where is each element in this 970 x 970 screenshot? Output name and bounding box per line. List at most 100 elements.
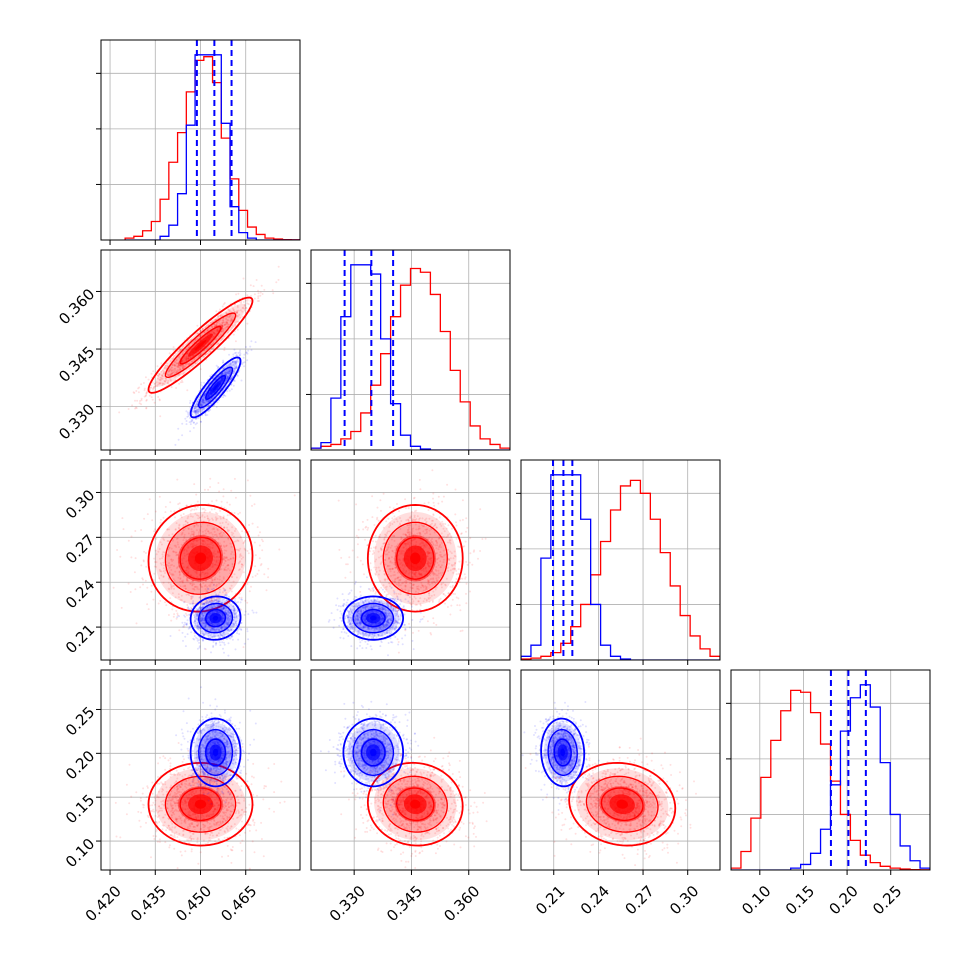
sample-point — [162, 382, 165, 385]
sample-point — [210, 402, 213, 405]
sample-point — [204, 610, 207, 613]
sample-point — [214, 599, 217, 602]
sample-point — [221, 379, 224, 382]
sample-point — [211, 579, 214, 582]
sample-point — [247, 303, 250, 306]
sample-point — [191, 544, 194, 547]
sample-point — [205, 628, 208, 631]
sample-point — [237, 320, 240, 323]
sample-point — [408, 531, 411, 534]
panel-2-0: 0.210.240.270.30 — [62, 459, 301, 665]
sample-point — [184, 645, 187, 648]
sample-point — [203, 511, 206, 514]
sample-point — [223, 327, 226, 330]
sample-point — [162, 372, 165, 375]
sample-point — [226, 326, 229, 329]
sample-point — [182, 585, 185, 588]
sample-point — [187, 570, 190, 573]
sample-point — [196, 613, 199, 616]
sample-point — [182, 639, 184, 642]
sample-point — [220, 544, 222, 547]
sample-point — [178, 366, 181, 369]
sample-point — [191, 583, 194, 586]
sample-point — [256, 526, 259, 529]
sample-point — [217, 315, 219, 318]
sample-point — [183, 535, 186, 538]
sample-point — [236, 610, 239, 613]
sample-point — [430, 557, 433, 559]
sample-point — [181, 562, 184, 565]
sample-point — [224, 607, 227, 610]
sample-point — [206, 544, 208, 547]
sample-point — [199, 330, 202, 333]
sample-point — [196, 625, 199, 628]
sample-point — [382, 542, 385, 545]
sample-point — [220, 373, 223, 376]
sample-point — [161, 375, 164, 378]
sample-point — [199, 519, 202, 522]
sample-point — [201, 407, 204, 410]
sample-point — [153, 386, 156, 389]
sample-point — [177, 557, 180, 560]
sample-point — [226, 526, 228, 529]
sample-point — [187, 357, 190, 360]
sample-point — [238, 592, 241, 595]
sample-point — [173, 369, 176, 372]
sample-point — [159, 541, 162, 544]
sample-point — [251, 522, 254, 525]
sample-point — [229, 320, 232, 322]
sample-point — [198, 626, 201, 629]
sample-point — [145, 391, 148, 394]
sample-point — [203, 540, 206, 543]
sample-point — [225, 379, 227, 382]
sample-point — [154, 385, 157, 388]
sample-point — [383, 537, 386, 540]
sample-point — [162, 561, 165, 564]
sample-point — [378, 556, 380, 559]
sample-point — [175, 551, 178, 554]
sample-point — [206, 329, 209, 332]
sample-point — [201, 409, 204, 412]
sample-point — [169, 510, 172, 513]
sample-point — [206, 396, 209, 399]
sample-point — [185, 504, 188, 507]
sample-point — [196, 587, 199, 590]
sample-point — [188, 362, 191, 365]
sample-point — [231, 526, 234, 529]
sample-point — [202, 533, 205, 536]
sample-point — [177, 427, 180, 430]
sample-point — [426, 562, 429, 565]
sample-point — [186, 622, 188, 625]
sample-point — [432, 578, 435, 581]
sample-point — [189, 368, 191, 370]
sample-point — [436, 526, 438, 529]
sample-point — [230, 625, 233, 628]
sample-point — [235, 366, 238, 369]
sample-point — [226, 556, 228, 559]
sample-point — [213, 635, 216, 638]
sample-point — [231, 562, 234, 565]
sample-point — [465, 517, 468, 520]
sample-point — [155, 553, 158, 556]
sample-point — [369, 589, 372, 592]
sample-point — [204, 626, 207, 629]
sample-point — [229, 364, 232, 367]
sample-point — [424, 566, 427, 569]
sample-point — [158, 495, 161, 498]
sample-point — [419, 573, 422, 576]
sample-point — [238, 568, 241, 571]
sample-point — [208, 608, 211, 611]
sample-point — [245, 346, 247, 348]
sample-point — [194, 362, 197, 365]
sample-point — [226, 372, 229, 375]
sample-point — [245, 307, 248, 310]
sample-point — [185, 540, 188, 543]
sample-point — [152, 387, 155, 390]
sample-point — [405, 547, 408, 550]
sample-point — [195, 544, 198, 546]
sample-point — [451, 584, 454, 587]
sample-point — [213, 332, 216, 335]
sample-point — [443, 554, 446, 557]
sample-point — [227, 595, 230, 598]
sample-point — [220, 377, 223, 380]
